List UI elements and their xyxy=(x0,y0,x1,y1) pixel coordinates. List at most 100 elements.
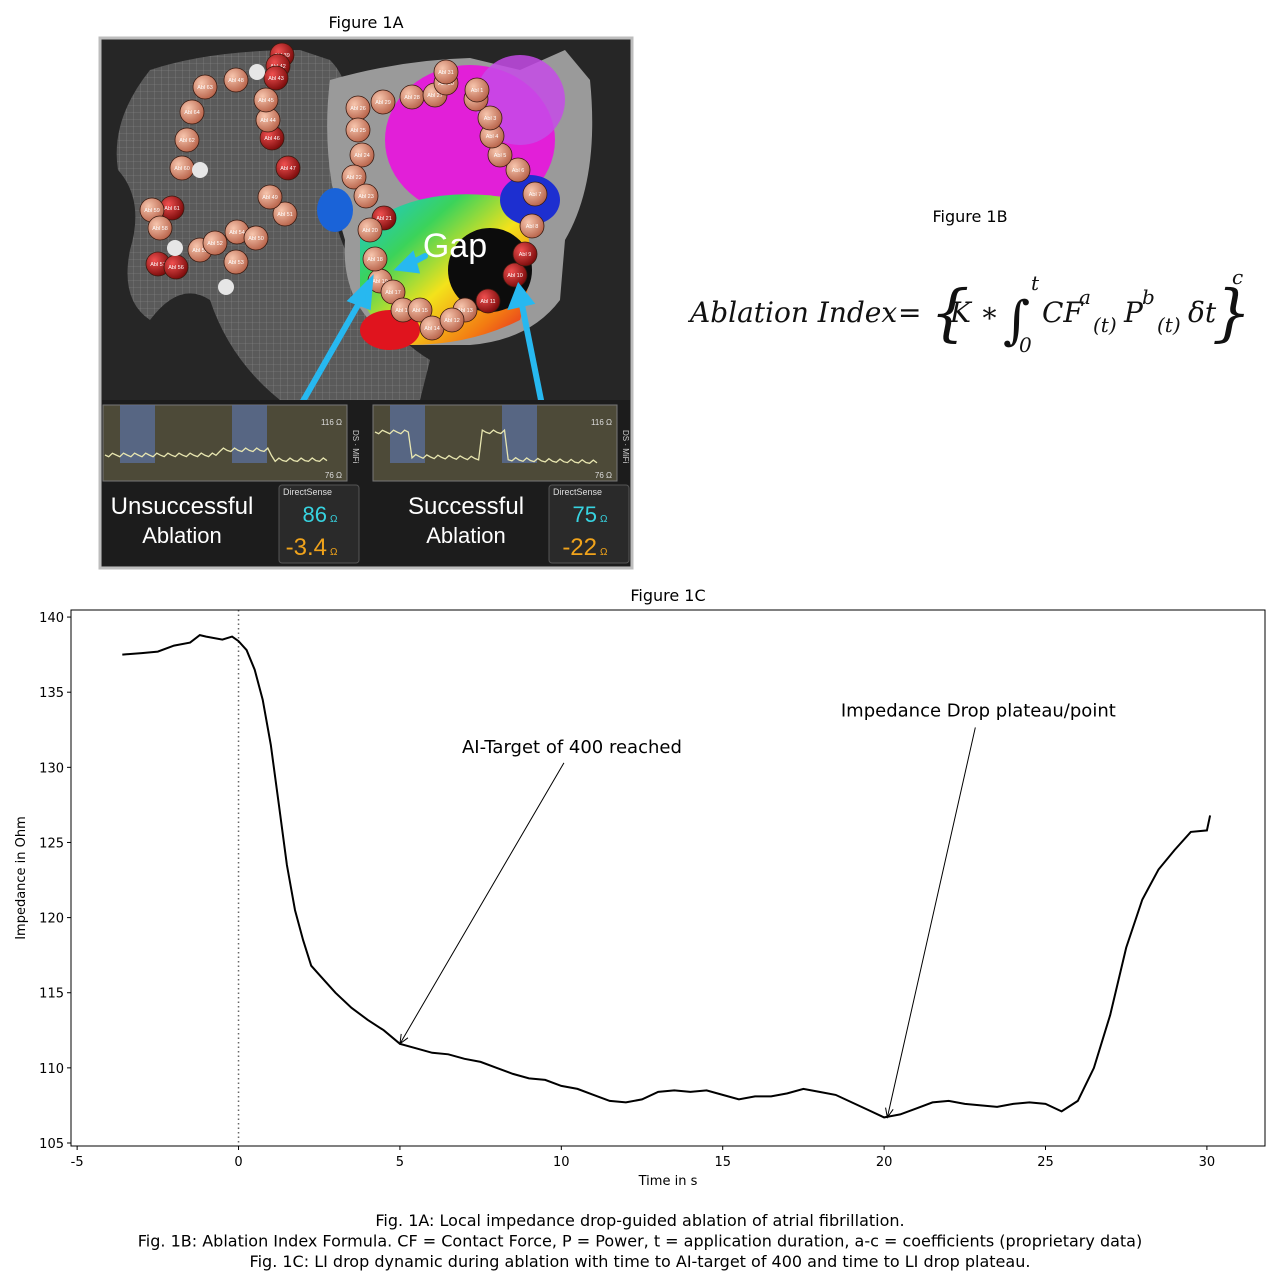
ablation-sphere xyxy=(512,241,538,267)
sphere-label: Abl 64 xyxy=(184,110,200,116)
ablation-sphere xyxy=(439,307,465,333)
formula-sub: (t) xyxy=(1157,313,1181,337)
x-tick-label: 10 xyxy=(553,1155,570,1170)
directsense-brand: DirectSense xyxy=(283,487,332,497)
ablation-sphere xyxy=(345,117,371,143)
figure-1b-title: Figure 1B xyxy=(932,207,1007,226)
y-tick-label: 115 xyxy=(39,987,64,1002)
y-tick-label: 130 xyxy=(39,761,64,776)
sphere-label: Abl 16 xyxy=(395,308,411,314)
annotation-text: Impedance Drop plateau/point xyxy=(841,700,1116,721)
sphere-label: Abl 11 xyxy=(480,299,495,305)
sphere-label: Abl 22 xyxy=(346,175,362,181)
value-unit: Ω xyxy=(600,514,608,525)
ablation-sphere xyxy=(519,213,545,239)
sphere-label: Abl 21 xyxy=(376,216,392,222)
formula-exp-b: b xyxy=(1142,285,1155,309)
caption-line: Fig. 1C: LI drop dynamic during ablation… xyxy=(250,1252,1031,1271)
sphere-label: Abl 60 xyxy=(174,166,190,172)
formula-dt: δt xyxy=(1188,296,1217,329)
x-tick-label: 30 xyxy=(1199,1155,1216,1170)
ablation-sphere xyxy=(275,155,301,181)
formula-exp-a: a xyxy=(1079,285,1091,309)
y-axis-label: Impedance in Ohm xyxy=(14,816,29,940)
sphere-label: Abl 20 xyxy=(362,228,378,234)
sphere-label: Abl 1 xyxy=(471,88,484,94)
sphere-label: Abl 3 xyxy=(484,116,497,122)
ablation-sphere xyxy=(147,215,173,241)
signal-band xyxy=(390,405,425,463)
chart-title: Figure 1C xyxy=(630,586,705,605)
sphere-label: Abl 55 xyxy=(192,248,208,254)
formula-upper: t xyxy=(1031,271,1040,295)
signal-trace xyxy=(374,428,598,465)
side-label: DS · MiFi xyxy=(621,430,630,464)
data-line xyxy=(122,634,1212,1119)
y-tick-label: 110 xyxy=(39,1062,64,1077)
ablation-sphere xyxy=(223,67,249,93)
scale-bottom: 76 Ω xyxy=(595,471,612,480)
y-tick-label: 125 xyxy=(39,836,64,851)
ablation-sphere xyxy=(362,246,388,272)
x-tick-label: 5 xyxy=(396,1155,404,1170)
plot-frame xyxy=(70,609,1266,1147)
sphere-label: Abl 7 xyxy=(529,192,542,198)
annotation-text: AI-Target of 400 reached xyxy=(462,737,682,758)
sphere-label: Abl 59 xyxy=(144,208,160,214)
sphere-label: Abl 50 xyxy=(248,236,264,242)
formula-brace: } xyxy=(1212,276,1251,349)
white-sphere xyxy=(192,162,208,178)
sphere-label: Abl 12 xyxy=(444,318,460,324)
directsense-value: 86 xyxy=(303,502,327,527)
caption-line: Fig. 1B: Ablation Index Formula. CF = Co… xyxy=(138,1232,1142,1251)
y-tick-label: 140 xyxy=(39,611,64,626)
sphere-label: Abl 9 xyxy=(519,252,532,258)
y-tick-label: 105 xyxy=(39,1137,64,1152)
ablation-sphere xyxy=(353,183,379,209)
x-tick-label: 15 xyxy=(714,1155,731,1170)
directsense-drop: -22 xyxy=(562,534,597,561)
annotation-arrow xyxy=(399,762,565,1045)
ablation-sphere xyxy=(475,288,501,314)
ablation-sphere xyxy=(502,262,528,288)
y-tick-label: 120 xyxy=(39,912,64,927)
formula: Ablation Index = { K ∗ ∫ t 0 CF a (t) P … xyxy=(687,265,1251,357)
sphere-label: Abl 8 xyxy=(526,224,539,230)
sphere-label: Abl 5 xyxy=(494,153,507,159)
directsense-box xyxy=(278,484,360,564)
scale-top: 116 Ω xyxy=(591,418,612,427)
sphere-label: Abl 54 xyxy=(229,230,245,236)
sphere-label: Abl 14 xyxy=(424,326,440,332)
sphere-label: Abl 62 xyxy=(179,138,195,144)
directsense-value: 75 xyxy=(573,502,597,527)
sphere-label: Abl 31 xyxy=(438,70,454,76)
ablation-sphere xyxy=(263,65,289,91)
ablation-status: Successful xyxy=(408,493,524,520)
y-tick-label: 135 xyxy=(39,686,64,701)
ablation-sphere xyxy=(349,142,375,168)
formula-p: P xyxy=(1123,296,1144,329)
sphere-label: Abl 49 xyxy=(262,195,278,201)
sphere-label: Abl 53 xyxy=(228,260,244,266)
ablation-sphere xyxy=(357,217,383,243)
sphere-label: Abl 43 xyxy=(268,76,284,82)
sphere-label: Abl 24 xyxy=(354,153,370,159)
sphere-label: Abl 47 xyxy=(280,166,296,172)
x-tick-label: -5 xyxy=(71,1155,84,1170)
x-axis-label: Time in s xyxy=(638,1174,698,1189)
sphere-label: Abl 27 xyxy=(427,93,443,99)
sphere-label: Abl 52 xyxy=(207,241,223,247)
sphere-label: Abl 28 xyxy=(404,95,420,101)
sphere-label: Abl 4 xyxy=(486,134,499,140)
scale-bottom: 76 Ω xyxy=(325,471,342,480)
signal-band xyxy=(232,405,267,463)
side-label: DS · MiFi xyxy=(351,430,360,464)
ablation-sphere xyxy=(272,201,298,227)
formula-lhs: Ablation Index xyxy=(687,296,897,329)
directsense-brand: DirectSense xyxy=(553,487,602,497)
caption-line: Fig. 1A: Local impedance drop-guided abl… xyxy=(375,1211,904,1230)
ablation-sphere xyxy=(477,105,503,131)
sphere-label: Abl 19 xyxy=(372,279,388,285)
directsense-box xyxy=(548,484,630,564)
